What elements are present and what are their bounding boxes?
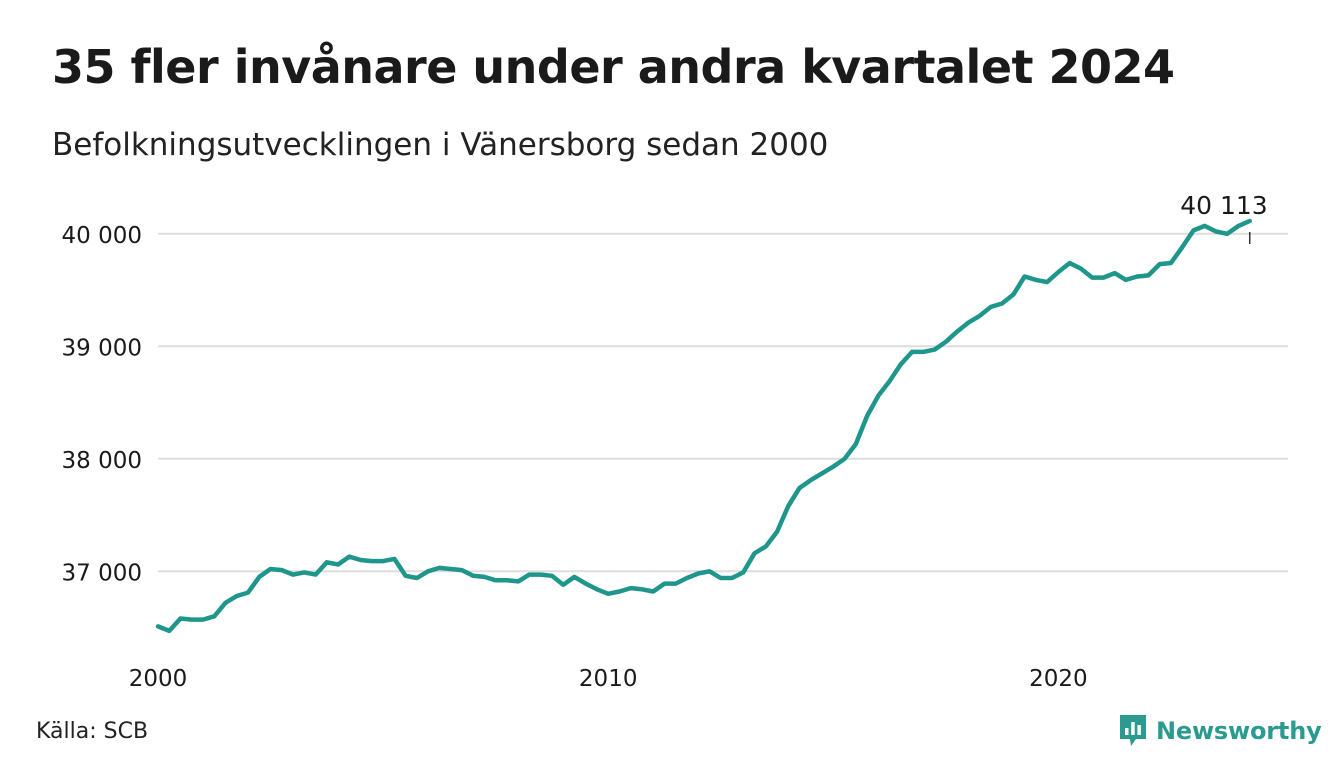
x-tick-label: 2000: [129, 666, 188, 692]
x-tick-label: 2010: [579, 666, 638, 692]
newsworthy-chart-bubble-icon: [1120, 715, 1146, 746]
series-line: [155, 218, 1252, 634]
brand-name: Newsworthy: [1156, 717, 1322, 745]
y-tick-label: 39 000: [62, 335, 142, 361]
source-note: Källa: SCB: [36, 719, 149, 744]
chart-subtitle: Befolkningsutvecklingen i Vänersborg sed…: [52, 127, 829, 163]
last-value-label: 40 113: [1180, 191, 1267, 220]
chart-title: 35 fler invånare under andra kvartalet 2…: [52, 40, 1175, 94]
y-tick-label: 38 000: [62, 448, 142, 474]
x-tick-label: 2020: [1029, 666, 1088, 692]
newsworthy-logo[interactable]: Newsworthy: [1118, 713, 1322, 749]
y-tick-label: 37 000: [62, 560, 142, 586]
y-tick-label: 40 000: [62, 223, 142, 249]
